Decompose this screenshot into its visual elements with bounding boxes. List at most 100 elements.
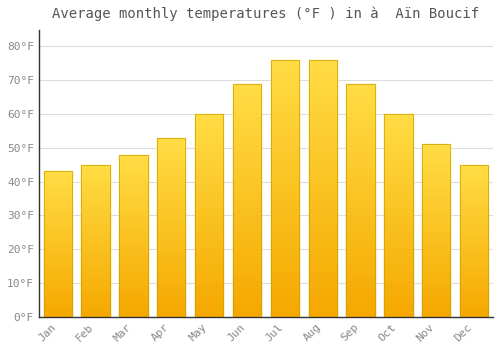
Bar xyxy=(195,191,224,195)
Bar xyxy=(460,284,488,286)
Bar xyxy=(460,295,488,299)
Bar xyxy=(384,155,412,159)
Bar xyxy=(82,250,110,253)
Bar xyxy=(270,70,299,75)
Bar xyxy=(82,165,110,317)
Bar xyxy=(270,271,299,276)
Bar xyxy=(308,163,337,168)
Bar xyxy=(422,189,450,193)
Bar xyxy=(422,175,450,179)
Bar xyxy=(422,217,450,220)
Bar xyxy=(119,262,148,265)
Bar xyxy=(195,118,224,122)
Bar xyxy=(346,256,375,261)
Bar xyxy=(82,244,110,247)
Bar xyxy=(119,194,148,197)
Bar xyxy=(119,304,148,307)
Bar xyxy=(346,266,375,270)
Bar xyxy=(270,234,299,240)
Bar xyxy=(44,267,72,270)
Bar xyxy=(195,228,224,232)
Bar xyxy=(346,182,375,186)
Bar xyxy=(119,168,148,171)
Bar xyxy=(308,245,337,250)
Bar xyxy=(233,191,261,196)
Bar xyxy=(44,215,72,218)
Bar xyxy=(308,286,337,291)
Bar xyxy=(384,134,412,138)
Bar xyxy=(119,161,148,164)
Bar xyxy=(346,228,375,233)
Bar xyxy=(422,255,450,258)
Bar xyxy=(157,234,186,238)
Bar xyxy=(233,84,261,317)
Bar xyxy=(270,296,299,301)
Bar xyxy=(44,305,72,308)
Bar xyxy=(270,312,299,317)
Bar xyxy=(308,224,337,230)
Bar xyxy=(233,144,261,149)
Bar xyxy=(308,301,337,307)
Bar xyxy=(157,227,186,231)
Bar xyxy=(195,179,224,183)
Bar xyxy=(44,221,72,224)
Bar xyxy=(233,177,261,182)
Bar xyxy=(346,242,375,247)
Bar xyxy=(157,209,186,213)
Bar xyxy=(308,168,337,173)
Bar xyxy=(82,183,110,186)
Bar xyxy=(346,275,375,280)
Bar xyxy=(119,229,148,232)
Bar xyxy=(82,189,110,192)
Bar xyxy=(460,314,488,317)
Bar xyxy=(157,138,186,141)
Bar xyxy=(308,250,337,255)
Bar xyxy=(233,224,261,228)
Bar xyxy=(119,242,148,245)
Bar xyxy=(82,262,110,265)
Bar xyxy=(233,256,261,261)
Bar xyxy=(308,265,337,271)
Bar xyxy=(460,268,488,271)
Bar xyxy=(346,205,375,210)
Bar xyxy=(460,204,488,207)
Bar xyxy=(157,295,186,299)
Bar xyxy=(270,250,299,255)
Bar xyxy=(422,199,450,203)
Bar xyxy=(119,213,148,216)
Bar xyxy=(308,219,337,224)
Bar xyxy=(308,281,337,286)
Bar xyxy=(384,244,412,248)
Bar xyxy=(270,80,299,86)
Bar xyxy=(195,175,224,179)
Bar xyxy=(270,183,299,188)
Bar xyxy=(44,261,72,265)
Bar xyxy=(346,238,375,242)
Bar xyxy=(270,96,299,101)
Bar xyxy=(460,168,488,171)
Bar xyxy=(460,286,488,289)
Bar xyxy=(195,171,224,175)
Bar xyxy=(460,250,488,253)
Bar xyxy=(308,230,337,235)
Bar xyxy=(384,309,412,313)
Bar xyxy=(82,192,110,195)
Bar xyxy=(384,114,412,118)
Bar xyxy=(157,213,186,217)
Bar xyxy=(346,135,375,140)
Bar xyxy=(44,276,72,279)
Bar xyxy=(308,260,337,265)
Bar xyxy=(157,278,186,281)
Bar xyxy=(308,158,337,163)
Bar xyxy=(195,260,224,264)
Bar xyxy=(119,284,148,288)
Bar xyxy=(460,165,488,168)
Bar xyxy=(119,164,148,168)
Bar xyxy=(384,130,412,134)
Bar xyxy=(422,293,450,296)
Bar xyxy=(422,179,450,182)
Bar xyxy=(233,210,261,214)
Bar xyxy=(119,171,148,174)
Bar xyxy=(422,210,450,214)
Bar xyxy=(233,154,261,158)
